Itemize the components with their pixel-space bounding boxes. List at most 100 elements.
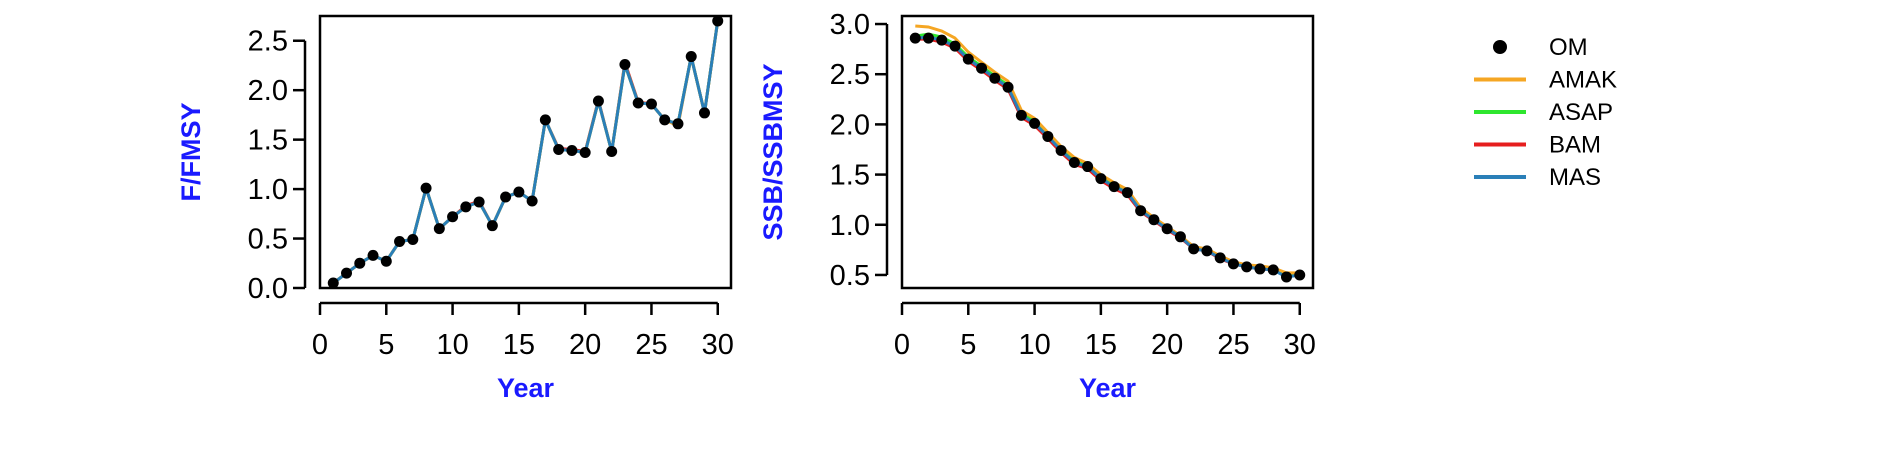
om-point [1280,271,1292,283]
om-point [1002,81,1014,93]
om-point [473,196,485,208]
om-point [566,145,578,157]
om-point [420,182,432,194]
om-point [1082,161,1094,173]
om-point [539,114,551,126]
x-tick-label: 5 [960,329,976,361]
series-line-mas [915,35,1300,279]
series-line-asap [915,32,1300,277]
y-tick-label: 1.5 [830,160,870,192]
x-axis-title: Year [497,373,555,403]
om-point [619,58,631,70]
om-point [1214,252,1226,264]
legend-label-om: OM [1549,34,1588,61]
y-tick-label: 0.5 [248,224,288,256]
om-point [1254,263,1266,275]
om-point [1095,173,1107,185]
legend-marker-om [1493,40,1507,54]
x-tick-label: 20 [569,329,601,361]
om-point [1135,205,1147,217]
x-tick-label: 0 [894,329,910,361]
x-tick-label: 10 [1018,329,1050,361]
om-point [1188,243,1200,255]
om-point [367,249,379,261]
om-point [1294,269,1306,281]
om-point [579,146,591,158]
om-point [553,144,565,156]
x-tick-label: 30 [1284,329,1316,361]
y-tick-label: 0.5 [830,260,870,292]
y-tick-label: 1.0 [830,210,870,242]
x-axis-title: Year [1079,373,1137,403]
om-point [1015,109,1027,121]
om-point [394,236,406,248]
om-point [989,72,1001,84]
om-point [712,15,724,27]
om-point [1042,130,1054,142]
om-point [1108,181,1120,193]
x-tick-label: 5 [378,329,394,361]
x-tick-label: 25 [635,329,667,361]
om-point [592,95,604,107]
om-point [380,255,392,267]
om-point [949,40,961,52]
om-point [447,211,459,223]
x-tick-label: 0 [312,329,328,361]
plot-frame [318,14,733,290]
om-point [936,34,948,46]
x-tick-label: 25 [1217,329,1249,361]
y-tick-label: 2.5 [248,26,288,58]
y-axis-title: SSB/SSBMSY [758,63,788,240]
y-axis-title: F/FMSY [176,103,206,202]
y-tick-label: 3.0 [830,9,870,41]
legend-label-mas: MAS [1549,164,1601,191]
om-point [354,257,366,269]
y-tick-label: 1.0 [248,174,288,206]
legend-label-bam: BAM [1549,132,1601,159]
y-tick-label: 2.0 [830,109,870,141]
om-point [632,97,644,109]
om-point [407,234,419,246]
x-tick-label: 10 [436,329,468,361]
panel-1: 0 5 10 15 20 25 30 0.0 0.5 1.0 1.5 2.0 2.5 Year F/FMSY [176,14,734,403]
y-tick-label: 1.5 [248,125,288,157]
om-point [433,223,445,235]
om-point [1148,214,1160,226]
om-point [606,146,618,158]
om-point [685,51,697,63]
x-tick-label: 15 [1085,329,1117,361]
om-point [659,114,671,126]
om-point [1174,231,1186,243]
y-tick-label: 2.5 [830,59,870,91]
series-line-asap [332,20,720,285]
om-point [645,98,657,110]
plot-frame [900,14,1315,290]
legend: OM AMAK ASAP BAM MAS [1474,34,1617,191]
y-tick-label: 2.0 [248,75,288,107]
om-point [1055,144,1067,156]
om-point [1121,187,1133,199]
om-point [698,107,710,119]
om-point [460,201,472,213]
om-point [1029,117,1041,129]
om-point [1161,223,1173,235]
om-point [1201,245,1213,257]
om-point [526,195,538,207]
om-point [923,32,935,44]
om-point [341,267,353,279]
om-point [962,53,974,65]
om-point [1068,157,1080,169]
series-line-bam [332,20,720,285]
om-point [486,220,498,232]
om-point [909,32,921,44]
y-tick-label: 0.0 [248,273,288,305]
om-point [1227,258,1239,270]
om-point [976,62,988,74]
x-tick-label: 15 [503,329,535,361]
x-tick-label: 30 [702,329,734,361]
om-point [513,186,525,198]
x-tick-label: 20 [1151,329,1183,361]
om-point [327,277,339,289]
series-line-amak [332,20,720,285]
